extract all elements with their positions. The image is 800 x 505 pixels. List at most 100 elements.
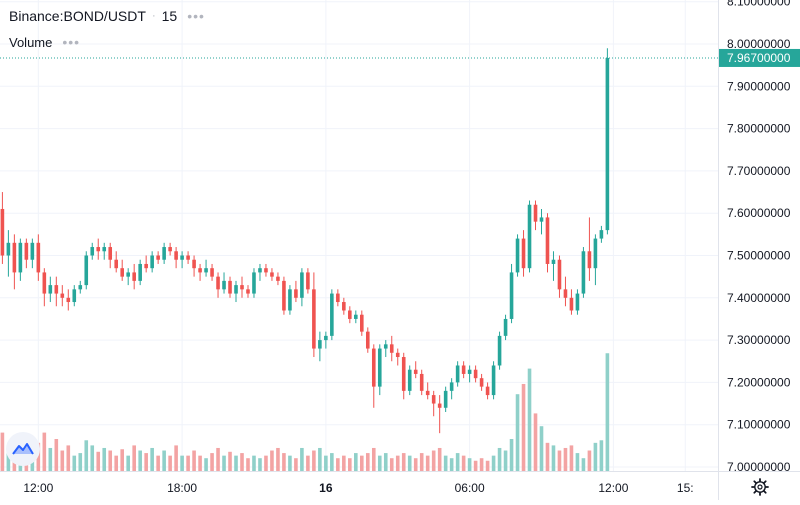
candle-body[interactable]	[360, 314, 364, 332]
candle-body[interactable]	[527, 204, 532, 269]
candle-body[interactable]	[252, 272, 256, 294]
candle-body[interactable]	[539, 217, 544, 222]
candle-body[interactable]	[461, 365, 466, 374]
candle-body[interactable]	[132, 272, 136, 281]
candle-body[interactable]	[234, 285, 238, 294]
candle-body[interactable]	[419, 373, 424, 391]
candle-body[interactable]	[6, 242, 11, 256]
candle-body[interactable]	[587, 251, 592, 269]
candle-body[interactable]	[102, 247, 107, 252]
candle-body[interactable]	[371, 348, 376, 387]
candle-body[interactable]	[557, 259, 562, 290]
candle-body[interactable]	[180, 255, 184, 260]
candle-body[interactable]	[144, 263, 148, 269]
candle-body[interactable]	[605, 57, 610, 231]
candle-body[interactable]	[425, 390, 430, 396]
candle-body[interactable]	[389, 344, 394, 353]
candle-body[interactable]	[312, 289, 316, 349]
candle-body[interactable]	[306, 272, 310, 290]
candle-body[interactable]	[276, 276, 280, 281]
candle-body[interactable]	[204, 268, 208, 273]
candle-body[interactable]	[491, 365, 496, 396]
candle-body[interactable]	[503, 318, 508, 336]
candle-body[interactable]	[318, 340, 322, 349]
candle-body[interactable]	[108, 247, 113, 260]
candle-body[interactable]	[186, 255, 190, 260]
candle-body[interactable]	[246, 289, 250, 294]
candle-body[interactable]	[282, 280, 286, 311]
candle-body[interactable]	[533, 204, 538, 222]
candle-body[interactable]	[168, 247, 172, 252]
candle-body[interactable]	[407, 369, 412, 391]
candle-body[interactable]	[300, 272, 304, 298]
candle-body[interactable]	[258, 268, 262, 273]
candle-body[interactable]	[42, 272, 47, 294]
candle-body[interactable]	[437, 403, 442, 408]
candle-body[interactable]	[222, 280, 226, 290]
candle-body[interactable]	[515, 238, 520, 273]
candle-body[interactable]	[192, 259, 196, 269]
candle-body[interactable]	[240, 285, 244, 290]
tradingview-logo-icon[interactable]	[6, 432, 40, 466]
candle-body[interactable]	[395, 352, 400, 358]
candle-body[interactable]	[78, 285, 83, 290]
candle-body[interactable]	[270, 272, 274, 277]
candle-body[interactable]	[294, 289, 298, 298]
candle-body[interactable]	[150, 255, 154, 269]
candle-body[interactable]	[36, 242, 41, 273]
candle-body[interactable]	[569, 297, 574, 311]
candle-body[interactable]	[114, 259, 119, 269]
candle-body[interactable]	[162, 247, 166, 260]
candle-body[interactable]	[66, 297, 71, 303]
candle-body[interactable]	[449, 382, 454, 391]
candle-body[interactable]	[228, 280, 232, 294]
candle-body[interactable]	[54, 285, 59, 294]
candle-body[interactable]	[48, 285, 53, 294]
candle-body[interactable]	[509, 272, 514, 319]
candle-body[interactable]	[551, 259, 556, 264]
candle-body[interactable]	[120, 268, 124, 277]
candle-body[interactable]	[12, 242, 17, 273]
candle-body[interactable]	[288, 289, 292, 311]
gear-icon[interactable]	[750, 477, 770, 497]
candle-body[interactable]	[198, 268, 202, 273]
candle-body[interactable]	[72, 289, 77, 303]
candle-body[interactable]	[330, 293, 334, 336]
volume-more-options-icon[interactable]: •••	[62, 34, 81, 50]
candle-body[interactable]	[348, 310, 352, 319]
candle-body[interactable]	[336, 293, 340, 303]
candle-body[interactable]	[443, 390, 448, 408]
candle-body[interactable]	[431, 395, 436, 404]
candle-body[interactable]	[60, 293, 65, 298]
candle-body[interactable]	[377, 348, 382, 387]
candle-body[interactable]	[264, 268, 268, 273]
candle-body[interactable]	[30, 242, 35, 260]
candle-body[interactable]	[18, 242, 23, 273]
candle-body[interactable]	[497, 335, 502, 366]
candle-body[interactable]	[24, 242, 29, 260]
candle-body[interactable]	[479, 378, 484, 387]
candle-body[interactable]	[593, 238, 598, 269]
candle-body[interactable]	[383, 344, 388, 349]
candle-body[interactable]	[413, 369, 418, 374]
candle-body[interactable]	[216, 276, 220, 290]
candle-body[interactable]	[365, 331, 370, 349]
candle-body[interactable]	[174, 251, 178, 260]
candle-body[interactable]	[0, 208, 5, 256]
candle-body[interactable]	[138, 263, 142, 281]
candle-body[interactable]	[210, 268, 214, 277]
candle-body[interactable]	[84, 255, 89, 286]
candle-body[interactable]	[342, 302, 346, 311]
candle-body[interactable]	[96, 247, 101, 252]
candle-body[interactable]	[401, 357, 406, 391]
candle-body[interactable]	[324, 335, 328, 341]
candle-body[interactable]	[90, 247, 95, 256]
candle-body[interactable]	[545, 217, 550, 264]
candle-body[interactable]	[485, 386, 490, 396]
candle-body[interactable]	[473, 369, 478, 379]
candle-body[interactable]	[354, 314, 358, 319]
candle-body[interactable]	[126, 272, 130, 277]
candle-body[interactable]	[575, 293, 580, 311]
candle-body[interactable]	[467, 369, 472, 374]
